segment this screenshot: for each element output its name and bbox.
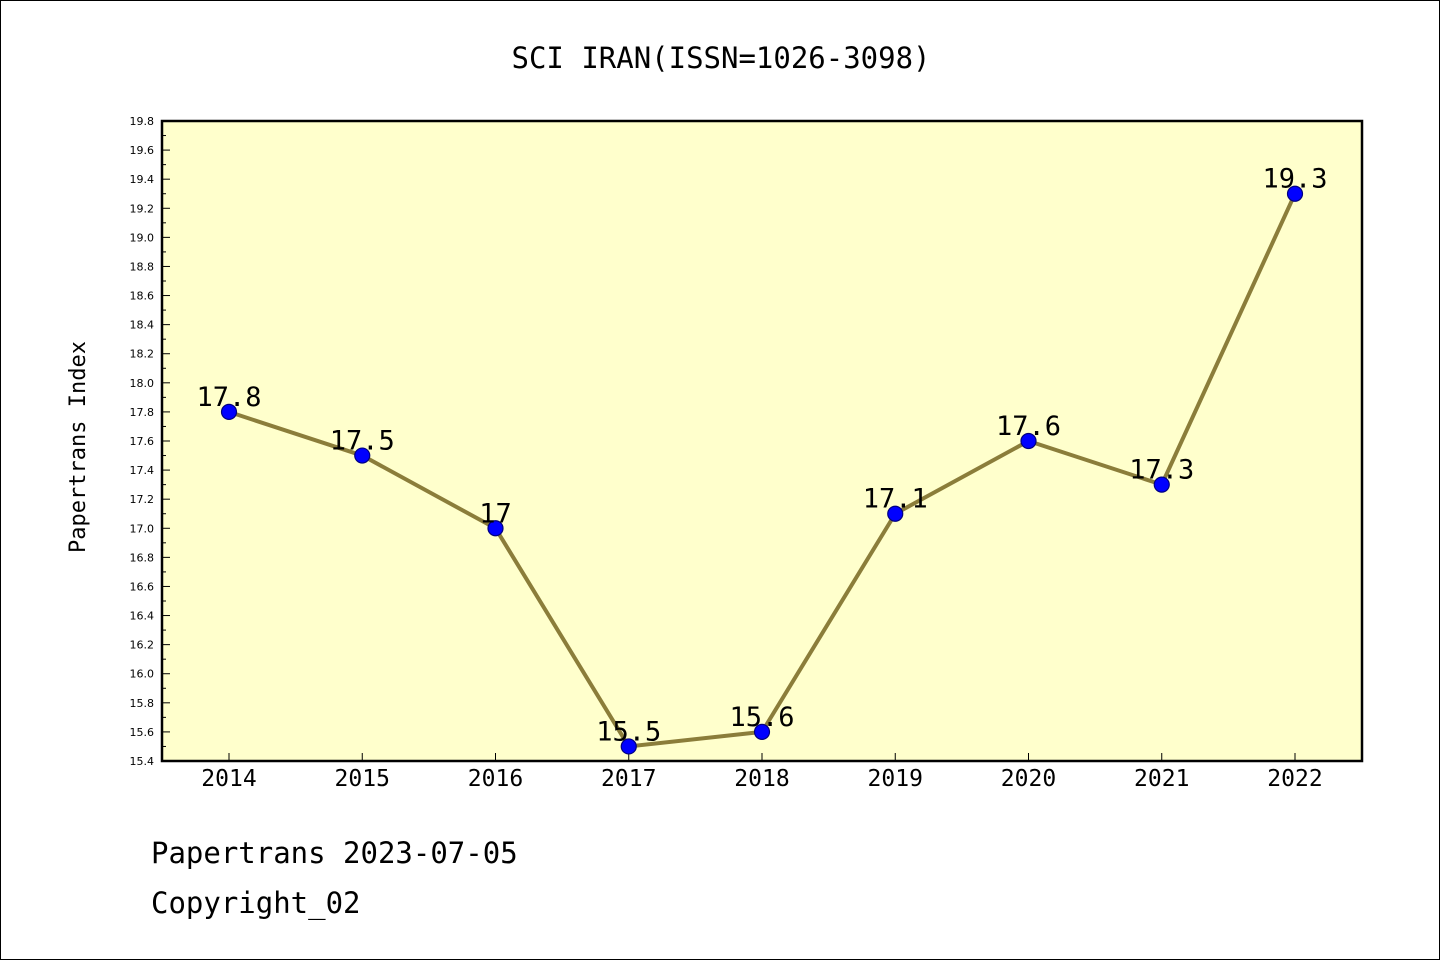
data-point-marker <box>753 723 771 741</box>
data-label: 17.5 <box>330 426 395 457</box>
x-tick-label: 2016 <box>468 766 523 792</box>
data-label: 17.8 <box>196 382 261 413</box>
y-tick-label: 19.0 <box>130 231 155 244</box>
y-axis-label: Papertrans Index <box>66 341 91 553</box>
y-tick-label: 16.2 <box>130 639 155 652</box>
data-label: 17.3 <box>1129 455 1194 486</box>
y-tick-label: 17.2 <box>130 493 155 506</box>
data-point-marker <box>220 403 238 421</box>
y-tick-label: 15.6 <box>130 726 155 739</box>
data-point-marker <box>1153 476 1170 493</box>
y-tick-label: 18.8 <box>130 260 155 273</box>
y-tick-label: 16.4 <box>130 610 155 623</box>
y-tick-label: 18.4 <box>130 319 155 332</box>
data-point-marker <box>620 738 637 755</box>
data-point-marker <box>487 520 504 537</box>
x-tick-label: 2018 <box>734 766 789 792</box>
y-tick-label: 16.8 <box>130 551 155 564</box>
x-tick-label: 2015 <box>335 766 390 792</box>
x-tick-label: 2017 <box>601 766 656 792</box>
footer-date-text: Papertrans 2023-07-05 <box>151 836 518 870</box>
footer-copyright-text: Copyright_02 <box>151 886 361 920</box>
y-tick-label: 19.6 <box>130 144 155 157</box>
x-tick-label: 2020 <box>1001 766 1056 792</box>
x-tick-label: 2014 <box>201 766 256 792</box>
data-label: 17 <box>479 498 512 529</box>
x-tick-label: 2022 <box>1267 766 1322 792</box>
x-tick-label: 2021 <box>1134 766 1189 792</box>
data-label: 15.5 <box>596 716 661 747</box>
y-tick-label: 16.0 <box>130 668 155 681</box>
data-label: 17.6 <box>996 411 1061 442</box>
y-tick-label: 17.6 <box>130 435 155 448</box>
data-label: 19.3 <box>1262 164 1327 195</box>
data-label: 17.1 <box>863 484 928 515</box>
chart-title: SCI IRAN(ISSN=1026-3098) <box>511 41 930 75</box>
data-point-marker <box>887 505 904 522</box>
y-tick-label: 16.6 <box>130 580 155 593</box>
y-tick-label: 18.0 <box>130 377 155 390</box>
x-tick-label: 2019 <box>868 766 923 792</box>
data-point-marker <box>354 447 371 464</box>
y-tick-label: 19.4 <box>130 173 155 186</box>
y-tick-label: 15.8 <box>130 697 155 710</box>
y-tick-label: 17.4 <box>130 464 155 477</box>
data-point-marker <box>1286 185 1304 202</box>
y-tick-label: 17.8 <box>130 406 155 419</box>
data-label: 15.6 <box>729 702 794 733</box>
y-tick-label: 19.8 <box>130 115 155 128</box>
plot-area <box>160 119 1364 763</box>
y-tick-label: 19.2 <box>130 202 155 215</box>
y-tick-label: 18.6 <box>130 290 155 303</box>
data-point-marker <box>1020 432 1037 450</box>
y-tick-label: 15.4 <box>130 755 155 768</box>
y-tick-label: 17.0 <box>130 522 155 535</box>
y-tick-label: 18.2 <box>130 348 155 361</box>
